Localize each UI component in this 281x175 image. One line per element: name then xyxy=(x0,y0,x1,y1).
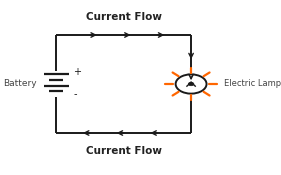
Text: Current Flow: Current Flow xyxy=(86,12,162,23)
Text: -: - xyxy=(73,89,76,99)
Circle shape xyxy=(188,82,194,86)
Text: Current Flow: Current Flow xyxy=(86,145,162,156)
Text: Battery: Battery xyxy=(3,79,37,88)
Text: Electric Lamp (glowing): Electric Lamp (glowing) xyxy=(224,79,281,89)
Text: +: + xyxy=(73,67,81,77)
